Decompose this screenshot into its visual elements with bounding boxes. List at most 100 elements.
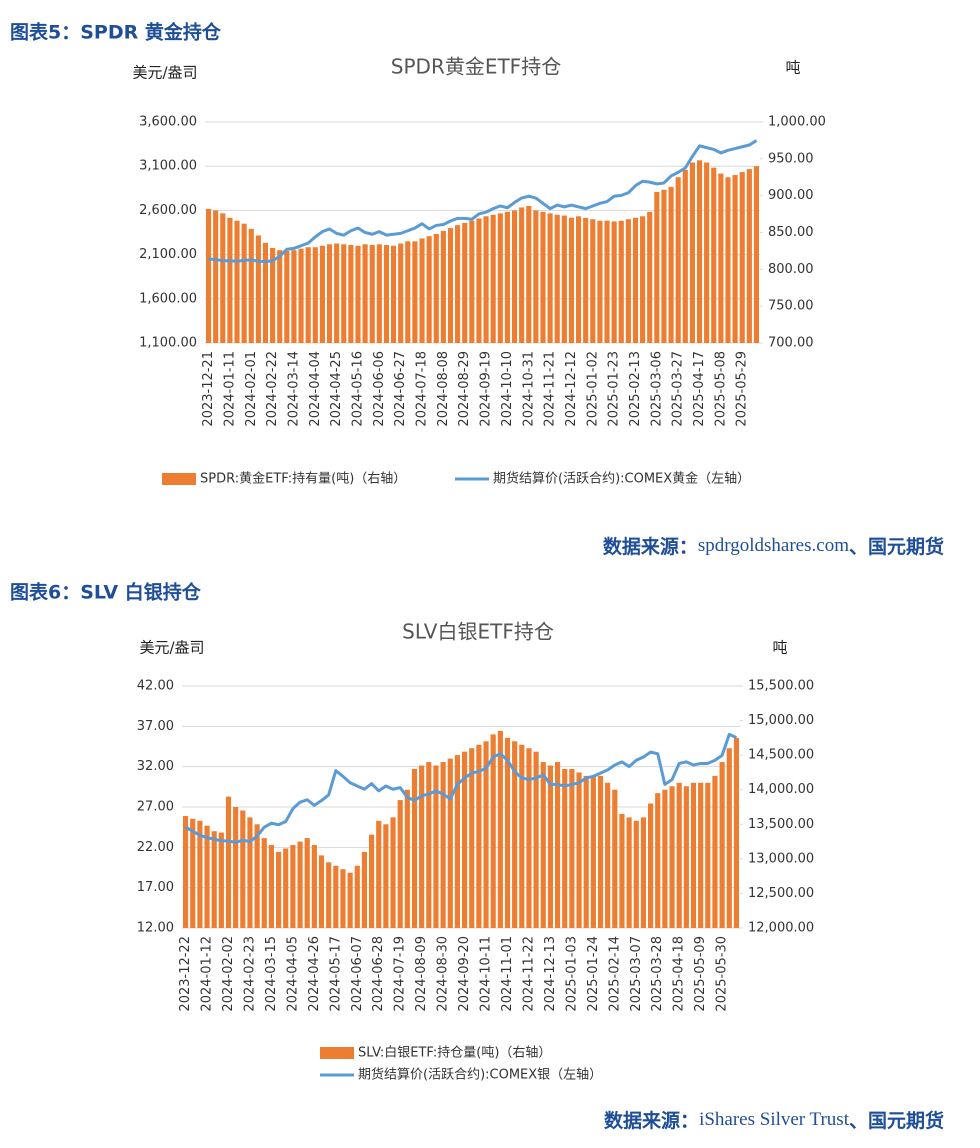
bar	[612, 789, 618, 928]
bar	[675, 177, 681, 343]
bar	[526, 205, 532, 343]
line	[184, 732, 738, 844]
bar	[711, 167, 717, 343]
bar	[625, 219, 631, 343]
bar	[305, 247, 311, 343]
x-tick-label: 2024-09-19	[479, 351, 494, 427]
x-tick-label: 2024-10-11	[479, 936, 494, 1012]
bar	[333, 865, 339, 928]
bar	[276, 851, 282, 928]
bar	[497, 213, 503, 343]
x-tick-label: 2024-04-05	[285, 936, 300, 1012]
x-tick-label: 2024-10-10	[500, 351, 515, 427]
bar	[319, 245, 325, 343]
x-tick-label: 2024-04-25	[329, 351, 344, 427]
x-tick-label: 2024-05-16	[350, 351, 365, 427]
bar	[511, 210, 518, 343]
bar	[497, 730, 503, 928]
source: 数据来源：spdrgoldshares.com、国元期货	[603, 535, 944, 558]
bar	[248, 228, 254, 343]
bar	[676, 782, 682, 928]
y-tick-label: 42.00	[137, 679, 174, 694]
bar	[241, 223, 247, 343]
bar	[218, 832, 224, 928]
bar	[476, 744, 482, 928]
bar	[261, 838, 267, 928]
bar	[626, 817, 632, 928]
x-tick-label: 2025-02-13	[628, 351, 643, 427]
y-tick-label: 1,100.00	[139, 336, 197, 351]
bar	[540, 211, 546, 343]
bar	[347, 872, 353, 928]
x-tick-label: 2024-01-11	[222, 351, 237, 427]
bar	[398, 243, 404, 343]
bar	[690, 782, 697, 928]
bar	[504, 211, 510, 343]
y-axis-label: 美元/盎司	[139, 639, 204, 657]
legend-label: 期货结算价(活跃合约):COMEX黄金（左轴）	[493, 471, 750, 487]
y-tick-label: 32.00	[137, 759, 174, 774]
x-tick-label: 2025-05-29	[735, 351, 750, 427]
bar	[648, 803, 654, 928]
bar	[404, 789, 410, 928]
x-tick-label: 2024-01-12	[200, 936, 215, 1012]
bar	[348, 245, 354, 343]
bar	[726, 748, 732, 928]
y-tick-label: 27.00	[137, 800, 174, 815]
bar	[211, 831, 217, 928]
bar	[618, 220, 624, 343]
bar	[719, 762, 725, 928]
x-tick-label: 2024-03-14	[286, 351, 301, 427]
bar	[447, 758, 453, 928]
y2-tick-label: 14,000.00	[748, 782, 814, 797]
bar	[326, 244, 333, 343]
bar	[583, 217, 589, 343]
bar	[298, 248, 304, 343]
line	[208, 139, 758, 264]
x-tick-label: 2024-11-21	[543, 351, 558, 427]
bar	[640, 817, 646, 928]
bar	[512, 741, 518, 928]
y2-tick-label: 800.00	[768, 262, 814, 277]
bar	[340, 869, 346, 928]
bar	[483, 741, 489, 928]
chart-title: SPDR黄金ETF持仓	[391, 55, 561, 79]
legend-label: SPDR:黄金ETF:持有量(吨)（右轴）	[200, 471, 406, 487]
bar	[611, 221, 617, 343]
y2-tick-label: 700.00	[768, 336, 814, 351]
bar	[698, 782, 704, 928]
x-tick-label: 2025-01-03	[564, 936, 579, 1012]
bar	[661, 189, 667, 343]
bar	[662, 789, 668, 928]
bar	[354, 865, 360, 928]
source-suffix: 、国元期货	[849, 535, 944, 558]
source-label: 数据来源：	[603, 535, 698, 558]
bar	[655, 793, 661, 928]
bar	[733, 737, 739, 928]
x-tick-label: 2024-10-31	[521, 351, 536, 427]
x-tick-label: 2023-12-22	[178, 936, 193, 1012]
bar	[696, 160, 703, 343]
bar	[562, 768, 568, 928]
x-tick-label: 2025-03-06	[649, 351, 664, 427]
bar	[469, 748, 475, 928]
bar	[297, 841, 303, 928]
bar	[190, 818, 196, 928]
bar	[753, 166, 760, 343]
bar	[469, 220, 475, 343]
y-tick-label: 12.00	[137, 921, 174, 936]
bar	[725, 177, 731, 343]
x-tick-label: 2024-06-07	[350, 936, 365, 1012]
bar	[632, 217, 639, 343]
bar	[447, 228, 454, 343]
source-label: 数据来源：	[604, 1109, 699, 1132]
bar	[533, 751, 539, 928]
bar	[568, 217, 575, 343]
bar	[440, 762, 446, 928]
bar	[405, 241, 411, 343]
bar	[575, 216, 582, 343]
y2-tick-label: 750.00	[768, 299, 814, 314]
bar	[433, 765, 439, 928]
x-tick-label: 2025-04-17	[692, 351, 707, 427]
